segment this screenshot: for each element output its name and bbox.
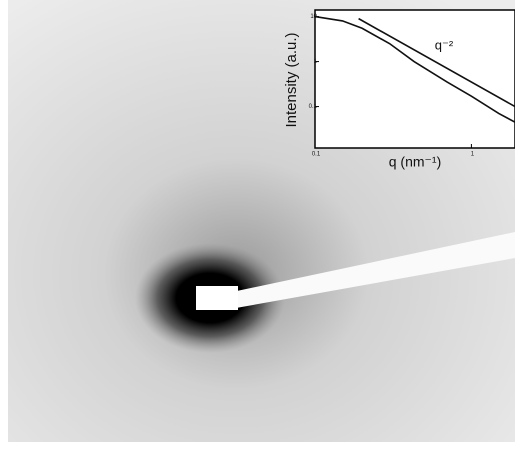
- inset-plot: Intensity (a.u.) q (nm⁻¹) q⁻²: [283, 10, 515, 170]
- y-axis-label: Intensity (a.u.): [283, 32, 300, 127]
- y-tick-label: 0.1: [309, 104, 318, 110]
- x-tick-label: 0.1: [312, 152, 321, 158]
- beam-stop: [196, 286, 238, 310]
- annotation: q⁻²: [435, 37, 454, 52]
- figure: Intensity (a.u.) q (nm⁻¹) q⁻² 1010.10.11: [0, 0, 515, 451]
- x-axis-label: q (nm⁻¹): [389, 154, 442, 170]
- inset-frame: [315, 10, 515, 148]
